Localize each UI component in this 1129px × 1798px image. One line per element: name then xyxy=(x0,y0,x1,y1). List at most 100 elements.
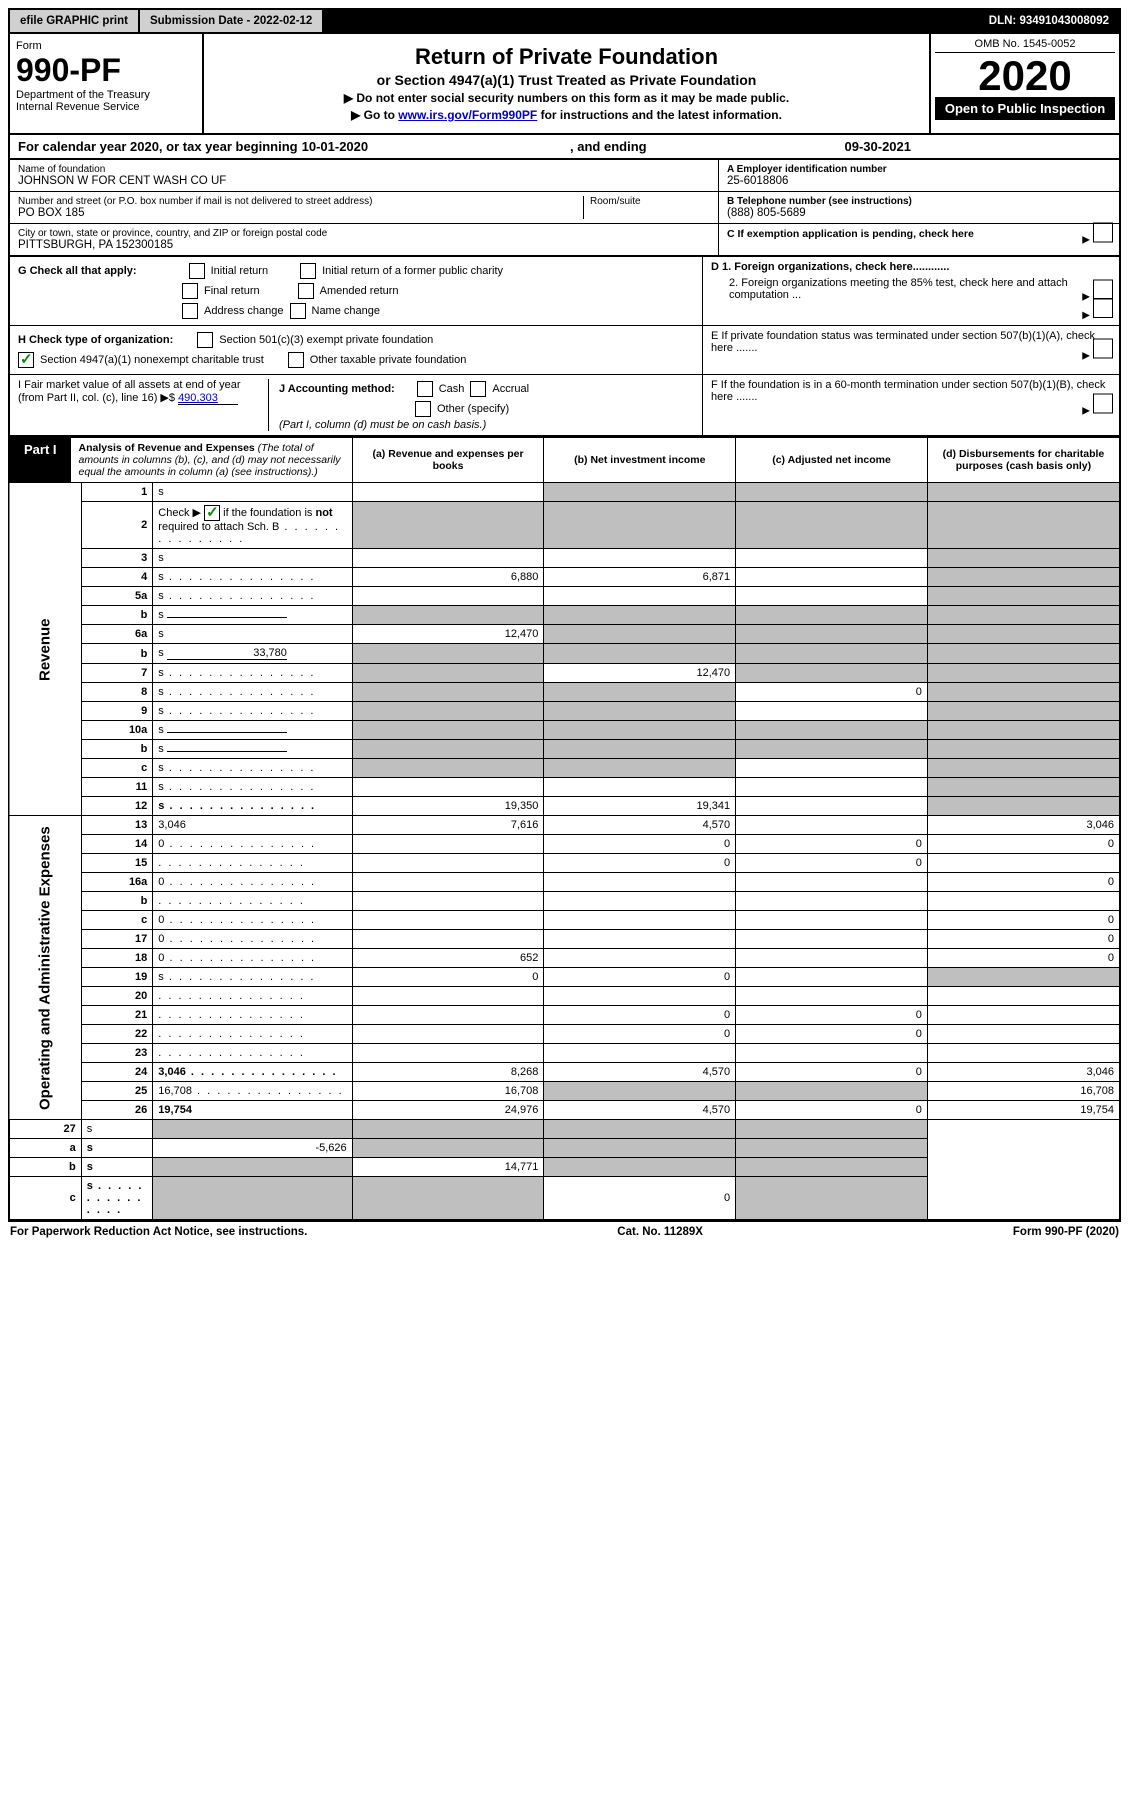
row-num: 16a xyxy=(81,873,153,892)
table-row: 8s0 xyxy=(9,683,1120,702)
cell-value: 0 xyxy=(927,873,1120,892)
j-accrual-checkbox[interactable] xyxy=(470,381,486,397)
row-num: 14 xyxy=(81,835,153,854)
table-row: as-5,626 xyxy=(9,1139,1120,1158)
open-public: Open to Public Inspection xyxy=(935,97,1115,120)
room-label: Room/suite xyxy=(590,196,710,207)
tax-year: 2020 xyxy=(935,55,1115,97)
e-section: E If private foundation status was termi… xyxy=(703,326,1119,374)
phone-label: B Telephone number (see instructions) xyxy=(727,196,1111,207)
cell-value xyxy=(736,1044,928,1063)
c-cell: C If exemption application is pending, c… xyxy=(719,224,1119,244)
city-cell: City or town, state or province, country… xyxy=(10,224,718,255)
j-accrual: Accrual xyxy=(492,383,529,395)
row-num: 22 xyxy=(81,1025,153,1044)
footer-right: Form 990-PF (2020) xyxy=(1013,1226,1119,1238)
cell-value: 0 xyxy=(352,968,544,987)
cell-shaded xyxy=(736,625,928,644)
table-row: 140000 xyxy=(9,835,1120,854)
table-row: 7s12,470 xyxy=(9,664,1120,683)
table-row: 3s xyxy=(9,549,1120,568)
cell-shaded xyxy=(544,740,736,759)
cell-value: 0 xyxy=(544,1177,736,1221)
addr: PO BOX 185 xyxy=(18,207,583,219)
note2-post: for instructions and the latest informat… xyxy=(537,108,782,122)
g-initial-former: Initial return of a former public charit… xyxy=(322,265,503,277)
g-address-checkbox[interactable] xyxy=(182,303,198,319)
cell-shaded xyxy=(544,1082,736,1101)
cell-shaded xyxy=(352,1120,544,1139)
table-row: 12s19,35019,341 xyxy=(9,797,1120,816)
h3: Other taxable private foundation xyxy=(310,354,467,366)
cell-shaded xyxy=(927,549,1120,568)
h3-checkbox[interactable] xyxy=(288,352,304,368)
row-num: 8 xyxy=(81,683,153,702)
calendar-year-row: For calendar year 2020, or tax year begi… xyxy=(8,135,1121,160)
row-desc: 19,754 xyxy=(153,1101,352,1120)
table-row: cs0 xyxy=(9,1177,1120,1221)
i-value[interactable]: 490,303 xyxy=(178,392,238,405)
cell-value xyxy=(352,930,544,949)
row-num: 6a xyxy=(81,625,153,644)
addr-label: Number and street (or P.O. box number if… xyxy=(18,196,583,207)
city-label: City or town, state or province, country… xyxy=(18,228,710,239)
cell-value xyxy=(736,549,928,568)
row-desc xyxy=(153,1006,352,1025)
cell-shaded xyxy=(927,644,1120,664)
table-row: 5as xyxy=(9,587,1120,606)
cell-shaded xyxy=(352,664,544,683)
row-num: c xyxy=(9,1177,81,1221)
ein-label: A Employer identification number xyxy=(727,164,1111,175)
g-name-checkbox[interactable] xyxy=(290,303,306,319)
g-initial-former-checkbox[interactable] xyxy=(300,263,316,279)
row-num: 5a xyxy=(81,587,153,606)
e-label: E If private foundation status was termi… xyxy=(711,330,1095,354)
row-desc: s xyxy=(81,1120,153,1139)
row-num: 23 xyxy=(81,1044,153,1063)
submission-date: Submission Date - 2022-02-12 xyxy=(140,10,322,32)
d-section: D 1. Foreign organizations, check here..… xyxy=(703,257,1119,325)
cell-value: 6,871 xyxy=(544,568,736,587)
cell-value xyxy=(736,949,928,968)
row-desc: s xyxy=(153,702,352,721)
g-initial-checkbox[interactable] xyxy=(189,263,205,279)
table-row: b xyxy=(9,892,1120,911)
footer-left: For Paperwork Reduction Act Notice, see … xyxy=(10,1226,307,1238)
g-amended-checkbox[interactable] xyxy=(298,283,314,299)
d2-checkbox[interactable] xyxy=(1093,298,1113,318)
form990pf-link[interactable]: www.irs.gov/Form990PF xyxy=(398,108,537,122)
f-checkbox[interactable] xyxy=(1093,394,1113,414)
cell-value xyxy=(736,873,928,892)
h2-checkbox[interactable] xyxy=(18,352,34,368)
j-other: Other (specify) xyxy=(437,403,509,415)
dept: Department of the Treasury xyxy=(16,89,196,101)
top-bar: efile GRAPHIC print Submission Date - 20… xyxy=(8,8,1121,34)
d1-checkbox[interactable] xyxy=(1093,280,1113,300)
form-number: 990-PF xyxy=(16,52,196,89)
c-checkbox[interactable] xyxy=(1093,223,1113,243)
cell-shaded xyxy=(544,502,736,549)
note1: ▶ Do not enter social security numbers o… xyxy=(210,91,923,105)
table-row: Operating and Administrative Expenses133… xyxy=(9,816,1120,835)
cell-value xyxy=(544,1044,736,1063)
row-desc: s xyxy=(153,683,352,702)
j-note: (Part I, column (d) must be on cash basi… xyxy=(279,419,694,431)
c-checkbox-arrow xyxy=(1082,223,1113,246)
cell-shaded xyxy=(544,1158,736,1177)
j-cash-checkbox[interactable] xyxy=(417,381,433,397)
cell-shaded xyxy=(352,606,544,625)
cell-value: 19,350 xyxy=(352,797,544,816)
e-checkbox[interactable] xyxy=(1093,339,1113,359)
cell-shaded xyxy=(736,1177,928,1221)
j-other-checkbox[interactable] xyxy=(415,401,431,417)
cell-value xyxy=(352,549,544,568)
g-final-checkbox[interactable] xyxy=(182,283,198,299)
row-desc: 3,046 xyxy=(153,1063,352,1082)
name-label: Name of foundation xyxy=(18,164,710,175)
cell-value: 4,570 xyxy=(544,1063,736,1082)
cell-value: 0 xyxy=(736,835,928,854)
cell-shaded xyxy=(927,664,1120,683)
d2-label: 2. Foreign organizations meeting the 85%… xyxy=(729,277,1068,301)
f-label: F If the foundation is in a 60-month ter… xyxy=(711,379,1105,403)
h1-checkbox[interactable] xyxy=(197,332,213,348)
